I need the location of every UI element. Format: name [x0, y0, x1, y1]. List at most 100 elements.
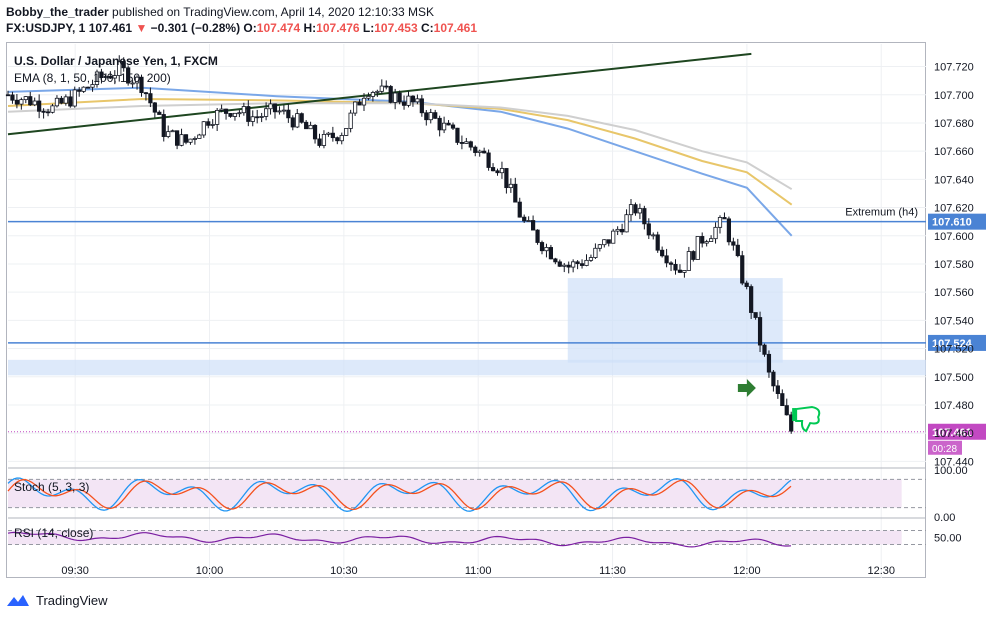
candle-body [312, 124, 318, 140]
stoch-tick-label: 0.00 [934, 512, 955, 524]
candle-body [762, 344, 767, 355]
y-tick-label: 107.580 [934, 259, 974, 271]
candle-body [624, 214, 629, 233]
candle-body [161, 114, 166, 137]
candle-body [201, 121, 206, 136]
brand-name[interactable]: TradingView [36, 592, 108, 608]
y-tick-label: 107.500 [934, 372, 974, 384]
candle-body [571, 261, 576, 268]
candle-body [188, 138, 193, 143]
x-tick-label: 10:30 [330, 565, 358, 577]
x-tick-label: 11:30 [599, 565, 626, 577]
candle-body [192, 138, 197, 140]
candle-body [232, 112, 238, 117]
candle-body [117, 61, 122, 76]
candle-body [522, 216, 527, 222]
candle-body [268, 103, 273, 110]
candle-body [166, 131, 171, 137]
trendline[interactable] [7, 52, 752, 136]
x-tick-label: 12:00 [733, 565, 761, 577]
candle-body [148, 93, 153, 104]
level-price-tag [928, 213, 986, 230]
candle-body [428, 112, 433, 121]
candle-body [535, 229, 540, 243]
y-tick-label: 107.480 [934, 400, 974, 412]
candle-body [326, 132, 331, 135]
publisher-name[interactable]: Bobby_the_trader [6, 5, 109, 19]
rsi-label: RSI (14, close) [14, 526, 93, 540]
candle-body [10, 94, 15, 101]
candle-body [139, 76, 144, 94]
candle-body [81, 86, 86, 92]
candle-body [94, 71, 100, 85]
oscillators [7, 467, 926, 548]
candle-body [410, 95, 416, 103]
open-label: O: [243, 21, 257, 35]
candle-body [477, 150, 482, 153]
y-tick-label: 107.620 [934, 203, 974, 215]
stoch-tick-label: 100.00 [934, 465, 968, 477]
candle-body [615, 228, 620, 232]
open-value: 107.474 [256, 21, 301, 35]
candle-body [584, 259, 589, 266]
candle-body [126, 67, 131, 84]
zones [8, 278, 926, 376]
candle-body [415, 98, 420, 103]
candle-body [553, 258, 558, 263]
candle-body [597, 244, 602, 249]
candle-body [295, 113, 300, 128]
candle-body [281, 109, 287, 112]
horizontal-levels[interactable]: 107.610 Extremum (h4) 107.524 107.461 00:28 [8, 207, 986, 455]
y-tick-label: 107.660 [934, 146, 974, 158]
candle-body [179, 134, 184, 146]
candle-body [695, 236, 700, 260]
candle-body [237, 112, 242, 115]
candle-body [704, 241, 709, 244]
y-tick-label: 107.700 [934, 90, 974, 102]
candle-body [482, 150, 487, 154]
candle-body [766, 353, 772, 373]
candle-body [789, 414, 794, 432]
candle-body [14, 99, 19, 105]
high-value: 107.476 [316, 21, 360, 35]
candles [5, 55, 794, 434]
candle-body [134, 76, 140, 84]
candle-body [290, 117, 295, 128]
candle-body [455, 127, 460, 143]
candle-body [50, 105, 55, 113]
candle-body [103, 76, 108, 79]
price-zone [567, 278, 783, 363]
candle-body [37, 100, 42, 112]
candle-body [321, 133, 327, 146]
candle-body [691, 251, 696, 260]
candle-body [77, 89, 82, 92]
axes: 107.720 107.700 107.680 107.660 107.640 107.6… [61, 62, 973, 577]
x-tick-label: 10:00 [196, 565, 224, 577]
candle-body [108, 76, 113, 79]
candle-body [259, 116, 264, 118]
candle-body [464, 141, 469, 144]
high-label: H: [303, 21, 317, 35]
last-price-text: 107.461 [88, 21, 133, 35]
candle-body [112, 75, 117, 79]
chart-frame[interactable] [6, 42, 926, 578]
candle-body [637, 208, 643, 214]
candle-body [784, 405, 789, 416]
candle-body [459, 142, 465, 144]
candle-body [722, 217, 727, 220]
candle-body [593, 247, 598, 258]
candle-body [686, 251, 691, 271]
candle-body [393, 92, 398, 103]
candle-body [548, 247, 554, 260]
stoch-d-line [7, 479, 792, 511]
x-tick-label: 11:00 [465, 565, 492, 577]
tradingview-logo-icon[interactable] [6, 592, 30, 608]
candle-body [673, 263, 678, 271]
level-annotation: Extremum (h4) [845, 207, 918, 219]
y-tick-label: 107.640 [934, 174, 974, 186]
candle-body [562, 264, 567, 267]
candle-body [775, 385, 780, 395]
candle-body [677, 269, 683, 273]
ema-line [7, 97, 793, 206]
